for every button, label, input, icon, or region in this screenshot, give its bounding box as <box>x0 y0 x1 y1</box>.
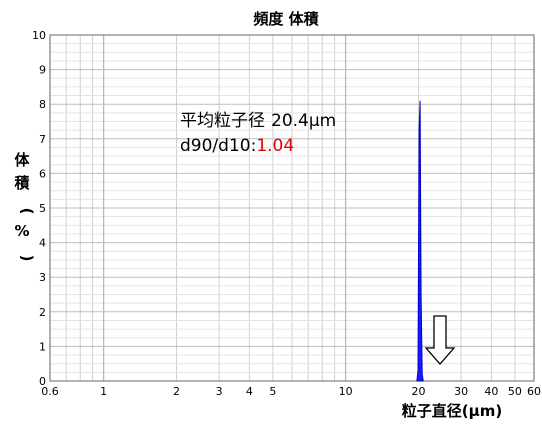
y-axis-label-char: ) <box>18 255 36 262</box>
y-axis-label-char: 積 <box>13 174 30 192</box>
x-tick-label: 2 <box>173 385 180 398</box>
y-tick-label: 7 <box>39 133 46 146</box>
series-0-area <box>416 100 425 382</box>
x-tick-label: 50 <box>508 385 522 398</box>
plot-frame <box>49 34 535 382</box>
y-tick-label: 5 <box>39 202 46 215</box>
mean-diameter-value: 20.4μm <box>271 111 336 131</box>
x-tick-label: 30 <box>454 385 468 398</box>
x-tick-label: 0.6 <box>41 385 59 398</box>
x-tick-label: 3 <box>216 385 223 398</box>
y-axis-label: 体積 (%) <box>13 151 36 261</box>
d90-d10-annotation: d90/d10:1.04 <box>180 136 294 156</box>
down-arrow-icon <box>424 315 456 365</box>
x-tick-labels: 0.6 1 2 3 4 5 10 20 30 40 50 60 <box>41 385 541 398</box>
x-axis-label: 粒子直径(μm) <box>402 402 502 420</box>
y-axis-label-char: 体 <box>14 151 30 169</box>
d90-d10-value: 1.04 <box>256 136 294 156</box>
mean-diameter-label: 平均粒子径 <box>180 111 265 131</box>
x-tick-label: 20 <box>412 385 426 398</box>
x-tick-label: 40 <box>484 385 498 398</box>
y-tick-labels: 0 1 2 3 4 5 6 7 8 9 10 <box>32 29 46 388</box>
x-tick-label: 60 <box>527 385 541 398</box>
y-tick-label: 6 <box>39 167 46 180</box>
x-tick-label: 5 <box>269 385 276 398</box>
chart-title: 頻度 体積 <box>253 10 319 28</box>
d90-d10-label: d90/d10: <box>180 136 256 156</box>
y-tick-label: 9 <box>39 64 46 77</box>
y-axis-label-char: % <box>14 222 29 240</box>
y-axis-label-char: ( <box>18 208 36 215</box>
y-tick-label: 8 <box>39 98 46 111</box>
x-tick-label: 4 <box>246 385 253 398</box>
y-tick-label: 1 <box>39 340 46 353</box>
y-tick-label: 3 <box>39 271 46 284</box>
mean-diameter-annotation: 平均粒子径 20.4μm <box>180 111 336 131</box>
y-tick-label: 4 <box>39 237 46 250</box>
x-tick-label: 10 <box>339 385 353 398</box>
y-tick-label: 2 <box>39 306 46 319</box>
y-tick-label: 0 <box>39 375 46 388</box>
x-tick-label: 1 <box>100 385 107 398</box>
y-tick-label: 10 <box>32 29 46 42</box>
